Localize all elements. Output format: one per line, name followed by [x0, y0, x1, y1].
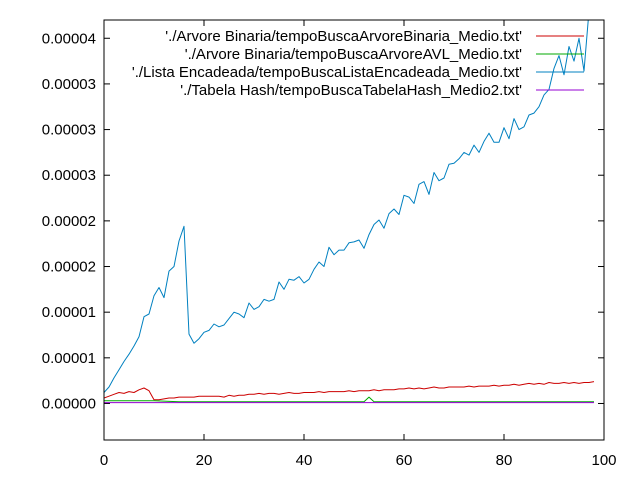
y-tick-label: 0.00000 — [42, 395, 96, 412]
plot-frame — [103, 19, 605, 441]
x-tick-label: 40 — [296, 452, 313, 469]
y-tick-label: 0.00001 — [42, 304, 96, 321]
x-tick-label: 20 — [196, 452, 213, 469]
y-tick-label: 0.00003 — [42, 76, 96, 93]
x-tick-label: 60 — [396, 452, 413, 469]
legend-label: './Arvore Binaria/tempoBuscaArvoreAVL_Me… — [185, 46, 522, 63]
legend-label: './Arvore Binaria/tempoBuscaArvoreBinari… — [165, 28, 522, 45]
y-tick-label: 0.00001 — [42, 350, 96, 367]
y-tick-label: 0.00004 — [42, 30, 96, 47]
legend-label: './Lista Encadeada/tempoBuscaListaEncade… — [132, 64, 522, 81]
y-tick-label: 0.00003 — [42, 122, 96, 139]
legend-label: './Tabela Hash/tempoBuscaTabelaHash_Medi… — [180, 82, 522, 99]
x-tick-label: 80 — [496, 452, 513, 469]
axis-ticks: 0 20 40 60 80 100 0.00000 0.00001 0.00001 0.00002… — [42, 20, 617, 469]
y-tick-label: 0.00002 — [42, 213, 96, 230]
x-tick-label: 100 — [591, 452, 616, 469]
legend: './Arvore Binaria/tempoBuscaArvoreBinari… — [132, 28, 584, 99]
series-line-3 — [104, 20, 589, 393]
y-tick-label: 0.00002 — [42, 259, 96, 276]
x-tick-label: 0 — [100, 452, 108, 469]
series-line-2 — [104, 396, 594, 403]
series-layer — [104, 20, 595, 404]
y-tick-label: 0.00003 — [42, 167, 96, 184]
series-line-1 — [104, 381, 595, 401]
